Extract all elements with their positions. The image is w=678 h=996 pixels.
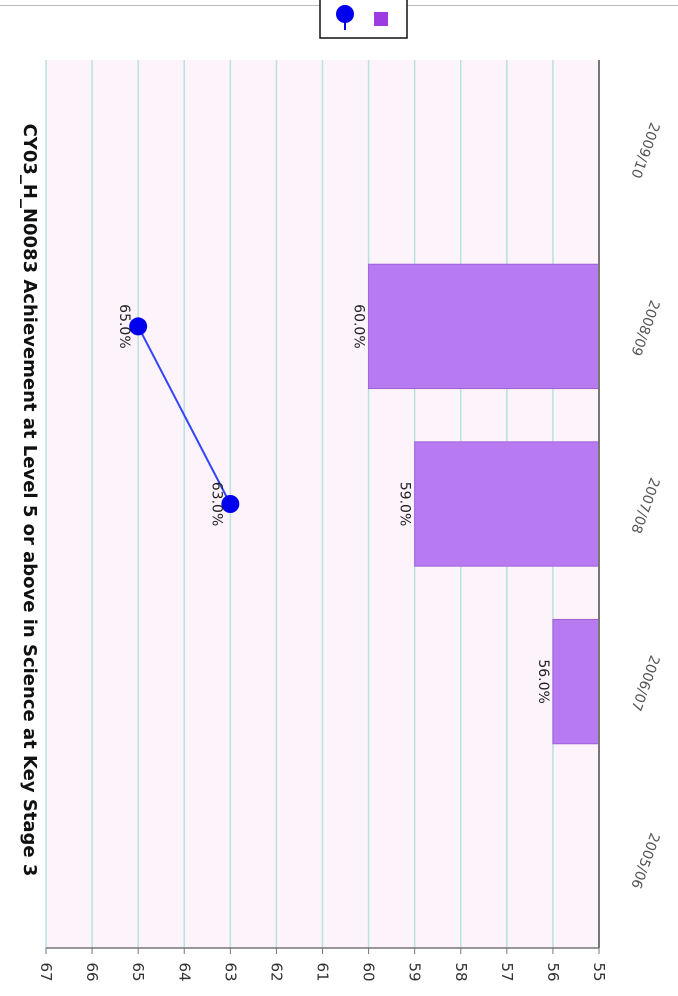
line-path [137, 325, 232, 505]
value-tick-label: 63 [221, 962, 239, 981]
line-point [129, 317, 148, 336]
category-tick-label: 2007/08 [627, 475, 662, 535]
category-tick-label: 2008/09 [627, 298, 662, 358]
circle-marker-icon [336, 5, 354, 23]
value-tick-label: 67 [37, 962, 55, 981]
category-tick-label: 2006/07 [627, 653, 662, 713]
line-data-label: 63.0% [208, 482, 224, 526]
legend-box [319, 0, 408, 39]
bar [552, 618, 600, 745]
value-tick-label: 64 [175, 962, 193, 981]
line-data-label: 65.0% [116, 304, 132, 348]
value-tick-label: 61 [314, 962, 332, 981]
bar-series [368, 263, 600, 745]
chart-title: CY03_H_N0083 Achievement at Level 5 or a… [19, 124, 40, 877]
category-tick-label: 2005/06 [627, 831, 662, 891]
value-tick-label: 55 [590, 962, 608, 981]
legend [319, 0, 408, 39]
value-tick-label: 66 [83, 962, 101, 981]
bar [368, 263, 600, 390]
square-icon [374, 12, 388, 26]
line-series [129, 317, 240, 513]
line-point [221, 495, 240, 513]
value-tick-label: 57 [498, 962, 516, 981]
value-tick-label: 62 [267, 962, 285, 981]
value-tick-label: 56 [544, 962, 562, 981]
bar-data-label: 56.0% [535, 659, 551, 703]
bar-data-label: 60.0% [351, 304, 367, 348]
value-tick-label: 58 [452, 962, 470, 981]
category-tick-label: 2009/10 [627, 120, 662, 180]
bar [414, 441, 600, 567]
value-tick-label: 60 [360, 962, 378, 981]
value-tick-label: 65 [129, 962, 147, 981]
data-labels: 56.0% 59.0% 60.0% 63.0% 65.0% [116, 304, 551, 704]
bar-data-label: 59.0% [397, 482, 413, 526]
value-tick-label: 59 [406, 962, 424, 981]
